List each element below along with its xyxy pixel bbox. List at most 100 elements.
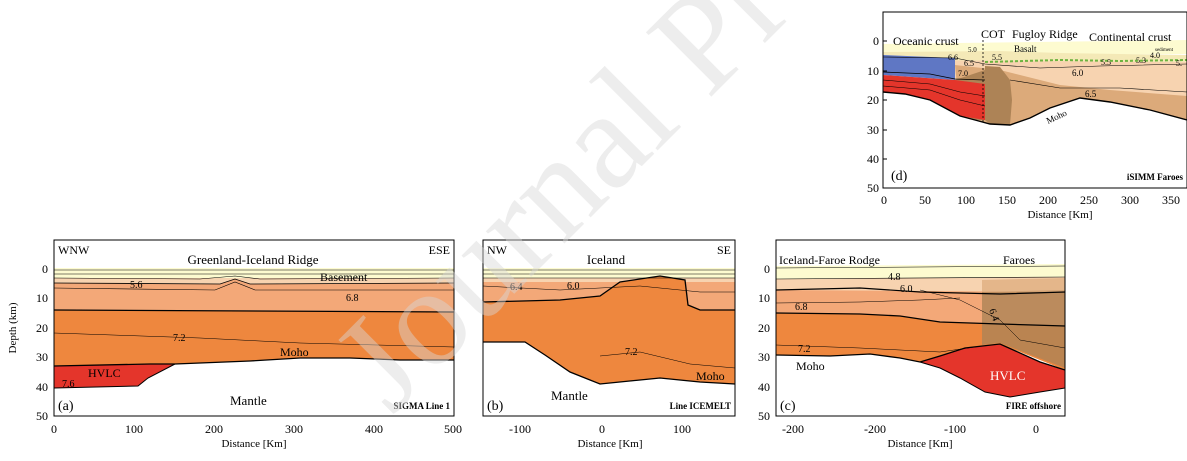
panel-a-xtick-label: 400 [365,422,383,436]
panel-c-label-moho: Moho [796,359,825,373]
panel-a-xtick-label: 200 [205,422,223,436]
panel-d-basalt-line [984,58,1187,63]
panel-a-label-v76: 7.6 [62,379,75,390]
panel-c-ytick-label: 50 [758,409,770,423]
panel-d-tan-mid [955,65,1187,125]
panel-c-label-v68: 6.8 [795,302,808,313]
panel-d-xtick-label: 0 [881,193,887,207]
panel-a-hvlc-outline [53,363,176,389]
panel-a-isovel-72 [53,332,455,348]
panel-c-xlabel: Distance [Km] [887,438,952,450]
panel-a-boundary-4 [53,278,455,285]
panel-d-letter: (d) [891,169,908,184]
panel-a-title: Greenland-Iceland Ridge [187,252,318,267]
panel-b-salmon-layer [483,276,735,310]
panel-b-moho-line [483,341,736,385]
panel-a-y-ticks: 0 10 20 30 40 50 [36,262,48,423]
panel-c-ytick-label: 30 [758,350,770,364]
panel-c-label-hvlc: HVLC [990,368,1025,383]
panel-d-moho-line [882,91,1187,126]
panel-b-line-name: Line ICEMELT [670,401,731,411]
panel-a-boundary-3 [53,275,455,280]
panel-c-boundary-4 [775,297,961,304]
panel-a-corner-left: WNW [58,243,90,257]
panel-d-label-v53: 5.3 [1136,56,1146,65]
panel-c-xtick-label: 0 [1033,422,1039,436]
panel-b-x-ticks: -100 0 100 [509,422,691,436]
panel-a-ytick-label: 50 [36,409,48,423]
panel-c-brown-zone [982,290,1065,368]
panel-c-x-ticks: -200 -200 -100 0 [782,422,1039,436]
panel-d-xtick-label: 200 [1039,193,1057,207]
panel-a-corner-right: ESE [429,243,450,257]
panel-a-tan-layer [54,278,454,284]
panel-d-y-ticks: 0 10 20 30 40 50 [867,34,887,195]
panel-d-brown-cot [985,66,1012,125]
panel-d-boundary-2 [882,79,986,97]
panel-d-boundary-60 [1009,79,1187,93]
panel-a-xtick-label: 100 [125,422,143,436]
panel-c-label-v72: 7.2 [798,344,811,355]
panel-c-boundary-1 [775,265,1066,269]
panel-d-oceanic-blue [883,55,955,80]
panel-d-xtick-label: 350 [1162,193,1180,207]
panel-d-boundary-top [882,56,1187,69]
panel-c-label-v64: 6.4 [986,307,1001,323]
panel-d-label-fugloy: Fugloy Ridge [1012,27,1078,41]
panel-d-boundary-3 [882,85,986,107]
panel-c-cream-layer [776,264,1065,280]
panel-b-isovel-72 [599,351,736,369]
panel-a-x-ticks: 0 100 200 300 400 500 [51,422,462,436]
panel-a-letter: (a) [58,399,74,414]
panel-d-label-v60: 6.0 [1072,68,1084,78]
panel-b-xlabel: Distance [Km] [577,438,642,450]
panel-d-label-v40: 4.0 [1150,51,1160,60]
panel-d-xtick-label: 50 [919,193,931,207]
panel-b-xtick-label: 0 [599,422,605,436]
panel-b-label-moho: Moho [696,369,725,383]
panel-d-label-v50: 5.0 [968,46,977,54]
panel-a-label-v68: 6.8 [346,293,359,304]
panel-b-label-mantle: Mantle [551,388,588,403]
panel-d-xtick-label: 100 [957,193,975,207]
panel-b-boundary-60 [482,285,735,293]
panel-b-frame [482,239,736,417]
panel-b-corner-right: SE [717,243,731,257]
panel-a-boundary-5 [53,281,454,291]
panel-c-xtick-label: -200 [864,422,886,436]
panel-a-label-basement: Basement [320,270,368,284]
panel-d-label-v70: 7.0 [958,69,968,78]
panel-b-orange-layer [483,276,735,384]
panel-b-title: Iceland [587,252,626,267]
panel-a-label-v56: 5.6 [130,280,143,291]
panel-a-ytick-label: 30 [36,350,48,364]
panel-a-moho-line [53,357,454,367]
panel-a-ytick-label: 0 [42,262,48,276]
panel-d-ytick-label: 10 [867,64,879,78]
panel-a-salmon-layer [54,279,454,312]
panel-a-label-mantle: Mantle [230,393,267,408]
panel-c-boundary-5 [775,312,1066,327]
panel-b-label-v60: 6.0 [567,281,580,292]
panel-d-xtick-label: 300 [1121,193,1139,207]
panel-c-isovel-72 [775,344,983,353]
panel-b-boundary-main [482,275,735,311]
panel-b-xtick-label: -100 [509,422,531,436]
panel-d-label-continental: Continental crust [1089,30,1172,44]
panel-d-boundary-1 [882,71,986,81]
panel-d-label-oceanic: Oceanic crust [893,34,959,48]
panel-a-hvlc [54,364,175,388]
panel-d-ytick-label: 50 [867,181,879,195]
panel-c-xtick-label: -200 [782,422,804,436]
panel-a-ytick-label: 10 [36,291,48,305]
panel-a-xtick-label: 0 [51,422,57,436]
panel-d-label-v5x: 5. [1176,59,1182,68]
panel-c-ytick-label: 40 [758,380,770,394]
panel-d-label-basalt: Basalt [1014,44,1037,54]
panel-a-label-hvlc: HVLC [88,366,121,380]
panel-d-ytick-label: 0 [873,34,879,48]
panel-d-ytick-label: 40 [867,152,879,166]
panel-c-y-ticks: 0 10 20 30 40 50 [758,262,770,423]
panel-c-label-v60: 6.0 [900,284,913,295]
panel-d-line-name: iSIMM Faroes [1127,172,1184,182]
